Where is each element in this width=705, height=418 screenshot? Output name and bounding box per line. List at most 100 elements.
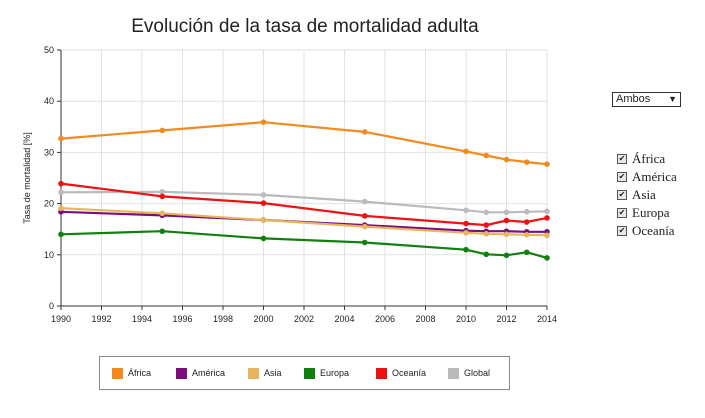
data-point-asia bbox=[503, 231, 510, 238]
y-axis-label: Tasa de mortalidad [%] bbox=[22, 132, 32, 224]
x-tick-label: 2012 bbox=[496, 314, 516, 324]
data-point-oceania bbox=[159, 193, 166, 200]
data-point-africa bbox=[523, 159, 530, 165]
data-point-asia bbox=[523, 232, 530, 238]
legend-label-africa: África bbox=[128, 368, 152, 378]
y-tick-label: 40 bbox=[44, 96, 54, 106]
data-point-europa bbox=[260, 235, 267, 242]
legend-swatch-europa bbox=[304, 367, 315, 379]
legend-swatch-oceania bbox=[376, 367, 387, 379]
data-point-oceania bbox=[523, 219, 530, 225]
legend-item-oceania: Oceanía bbox=[376, 367, 448, 379]
legend-label-america: América bbox=[192, 368, 226, 378]
checkbox-row-asia[interactable]: ✔ Asia bbox=[617, 186, 677, 204]
data-point-europa bbox=[159, 228, 166, 235]
legend-swatch-global bbox=[448, 367, 459, 379]
y-tick-label: 0 bbox=[49, 301, 54, 311]
data-point-europa bbox=[463, 246, 469, 253]
x-tick-label: 2008 bbox=[415, 314, 435, 324]
y-tick-label: 30 bbox=[44, 147, 54, 157]
data-point-asia bbox=[260, 217, 267, 223]
checkbox-label-asia: Asia bbox=[632, 187, 656, 202]
y-tick-label: 10 bbox=[44, 250, 54, 260]
checkbox-america[interactable]: ✔ bbox=[617, 172, 627, 182]
sex-select-value: Ambos bbox=[616, 93, 651, 105]
chart-legend: África América Asia Europa Oceanía Globa… bbox=[99, 356, 510, 390]
data-point-europa bbox=[483, 251, 490, 258]
legend-item-europa: Europa bbox=[304, 367, 376, 379]
checkbox-label-america: América bbox=[632, 169, 677, 184]
data-point-europa bbox=[503, 252, 510, 259]
series-lines bbox=[58, 119, 550, 261]
checkbox-label-europa: Europa bbox=[632, 205, 670, 220]
data-point-asia bbox=[58, 205, 64, 212]
chart-title: Evolución de la tasa de mortalidad adult… bbox=[131, 16, 479, 37]
data-point-oceania bbox=[58, 180, 64, 187]
checkbox-oceania[interactable]: ✔ bbox=[617, 226, 627, 236]
legend-label-asia: Asia bbox=[264, 368, 282, 378]
data-point-africa bbox=[544, 161, 550, 167]
legend-label-europa: Europa bbox=[320, 368, 350, 378]
y-tick-label: 20 bbox=[44, 199, 54, 209]
data-point-africa bbox=[260, 119, 267, 125]
data-point-africa bbox=[58, 135, 64, 142]
data-point-global bbox=[503, 209, 510, 216]
legend-item-america: América bbox=[176, 367, 248, 379]
data-point-global bbox=[361, 198, 368, 205]
data-point-africa bbox=[483, 152, 490, 159]
legend-swatch-asia bbox=[248, 367, 259, 379]
data-point-europa bbox=[361, 239, 368, 246]
data-point-asia bbox=[463, 229, 469, 236]
x-tick-label: 2000 bbox=[253, 314, 273, 324]
data-point-global bbox=[463, 207, 469, 214]
data-point-africa bbox=[361, 129, 368, 135]
checkbox-africa[interactable]: ✔ bbox=[617, 154, 627, 164]
data-point-europa bbox=[523, 249, 530, 256]
data-point-asia bbox=[483, 231, 490, 237]
y-tick-label: 50 bbox=[44, 45, 54, 55]
data-point-global bbox=[483, 209, 490, 216]
data-point-oceania bbox=[483, 222, 490, 228]
legend-label-oceania: Oceanía bbox=[392, 368, 427, 378]
checkbox-label-africa: África bbox=[632, 151, 666, 166]
data-point-global bbox=[544, 208, 550, 215]
x-tick-label: 1996 bbox=[172, 314, 192, 324]
x-tick-label: 2002 bbox=[294, 314, 314, 324]
legend-label-global: Global bbox=[464, 368, 491, 378]
grid-lines bbox=[60, 49, 548, 307]
data-point-global bbox=[523, 208, 530, 215]
data-point-asia bbox=[361, 223, 368, 230]
data-point-oceania bbox=[260, 200, 267, 206]
data-point-global bbox=[260, 192, 267, 198]
data-point-global bbox=[58, 189, 64, 196]
checkbox-row-africa[interactable]: ✔ África bbox=[617, 150, 677, 168]
data-point-africa bbox=[159, 127, 166, 134]
data-point-europa bbox=[544, 255, 550, 261]
data-point-oceania bbox=[361, 213, 368, 219]
axes: 0 10 20 30 40 50 1990 1992 1994 1996 1998 2000 2002 2… bbox=[44, 45, 557, 324]
sex-select[interactable]: Ambos ▼ bbox=[612, 92, 681, 107]
x-tick-label: 2006 bbox=[375, 314, 395, 324]
legend-item-africa: África bbox=[112, 367, 176, 379]
checkbox-europa[interactable]: ✔ bbox=[617, 208, 627, 218]
checkbox-row-america[interactable]: ✔ América bbox=[617, 168, 677, 186]
checkbox-row-europa[interactable]: ✔ Europa bbox=[617, 204, 677, 222]
x-tick-label: 2014 bbox=[537, 314, 557, 324]
data-point-africa bbox=[463, 148, 469, 155]
x-tick-label: 1994 bbox=[132, 314, 152, 324]
data-point-asia bbox=[544, 232, 550, 239]
legend-swatch-africa bbox=[112, 367, 123, 379]
x-tick-label: 1992 bbox=[91, 314, 111, 324]
x-tick-label: 2004 bbox=[334, 314, 354, 324]
legend-swatch-america bbox=[176, 367, 187, 379]
x-tick-label: 2010 bbox=[456, 314, 476, 324]
data-point-global bbox=[159, 189, 166, 195]
checkbox-asia[interactable]: ✔ bbox=[617, 190, 627, 200]
legend-item-global: Global bbox=[448, 367, 491, 379]
region-checklist: ✔ África ✔ América ✔ Asia ✔ Europa ✔ Oce… bbox=[617, 150, 677, 240]
data-point-oceania bbox=[503, 217, 510, 224]
checkbox-row-oceania[interactable]: ✔ Oceanía bbox=[617, 222, 677, 240]
chevron-down-icon: ▼ bbox=[668, 94, 677, 104]
data-point-asia bbox=[159, 210, 166, 217]
